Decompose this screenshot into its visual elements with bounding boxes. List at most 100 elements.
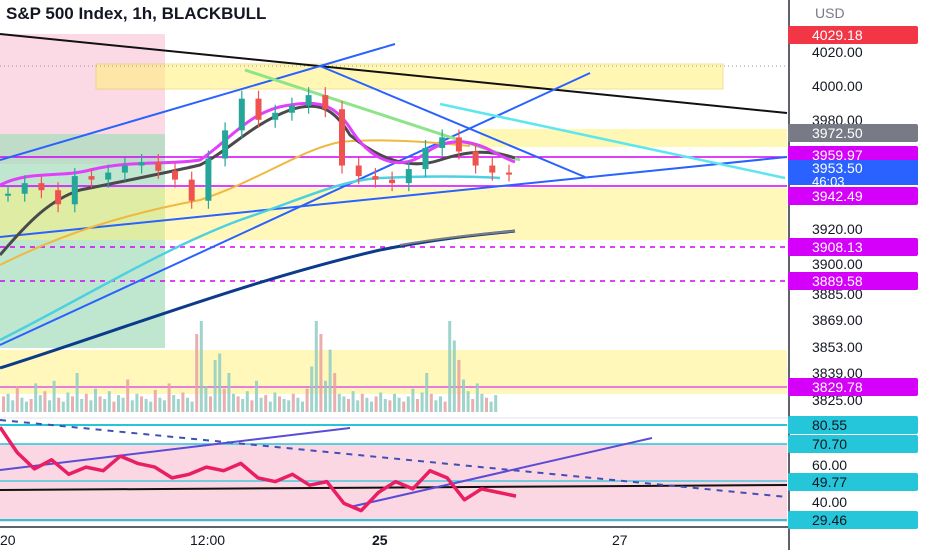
volume-bar — [406, 396, 410, 412]
volume-bar — [342, 396, 346, 412]
osc-badge-upper-bg — [788, 435, 918, 453]
volume-bar — [402, 401, 406, 412]
candle-body — [38, 183, 45, 191]
volume-bar — [443, 401, 447, 412]
candle-body — [238, 98, 245, 131]
volume-bar — [411, 388, 415, 412]
volume-bar — [489, 401, 493, 412]
price-badge-level2: 3942.49 — [812, 188, 863, 204]
ma-gray-line — [399, 230, 516, 246]
time-axis-label: 25 — [372, 532, 388, 548]
volume-bar — [204, 386, 208, 412]
candle-body — [21, 183, 28, 194]
volume-bar — [52, 380, 56, 412]
volume-bar — [112, 401, 116, 412]
zone-yellow-mid — [0, 188, 787, 240]
time-axis-label: 12:00 — [190, 532, 225, 548]
candle-body — [155, 162, 162, 171]
time-axis-label: 27 — [612, 532, 628, 548]
osc-badge-mid: 49.77 — [812, 474, 847, 490]
volume-bar — [374, 396, 378, 412]
volume-bar — [66, 392, 70, 412]
volume-bar — [2, 396, 5, 412]
volume-bar — [43, 391, 47, 412]
volume-bar — [319, 334, 323, 412]
volume-bar — [48, 400, 51, 412]
price-badge-level4-bg — [788, 272, 918, 290]
volume-bar — [273, 392, 277, 412]
osc-badge-top-bg — [788, 416, 918, 434]
zone-teal-overlay — [0, 134, 165, 348]
time-axis-label: 20 — [0, 532, 16, 548]
osc-badge-low-bg — [788, 511, 918, 529]
volume-bar — [245, 391, 249, 412]
volume-bar — [181, 392, 185, 412]
volume-bar — [360, 393, 364, 412]
volume-bar — [117, 395, 120, 412]
volume-bar — [471, 399, 475, 412]
volume-bar — [172, 395, 176, 412]
price-tick-label: 3900.00 — [812, 256, 863, 272]
candle-body — [121, 165, 128, 173]
volume-bar — [126, 379, 130, 412]
volume-bar — [268, 401, 272, 412]
candle-body — [222, 130, 229, 159]
price-badge-resist-bg — [788, 124, 918, 142]
volume-bar — [282, 399, 286, 412]
chart-title: S&P 500 Index, 1h, BLACKBULL — [6, 4, 267, 23]
volume-bar — [475, 383, 479, 412]
volume-bar — [227, 373, 231, 412]
volume-bar — [333, 373, 337, 412]
candle-body — [506, 172, 512, 175]
volume-bar — [347, 399, 350, 412]
oscillator-line — [0, 426, 517, 513]
volume-bar — [61, 401, 65, 412]
price-tick-label: 3853.00 — [812, 339, 863, 355]
volume-bar — [425, 373, 429, 412]
volume-bar — [255, 380, 258, 412]
volume-bar — [130, 400, 134, 412]
ma-magenta-line — [0, 101, 516, 187]
volume-bar — [222, 388, 226, 412]
price-badge-level5-bg — [788, 378, 918, 396]
price-tick-label: 3920.00 — [812, 221, 863, 237]
candlesticks — [5, 87, 512, 213]
price-tick-label: 3839.00 — [812, 365, 863, 381]
volume-bar — [328, 349, 332, 412]
zone-yellow-top — [95, 63, 724, 90]
volume-bar — [163, 400, 166, 412]
volume-bar — [176, 399, 180, 412]
volume-bar — [107, 391, 111, 412]
volume-bar — [190, 401, 194, 412]
volume-bar — [370, 401, 373, 412]
volume-bar — [466, 391, 470, 412]
trendline-cyan — [439, 102, 786, 180]
ma-orange-line — [0, 139, 471, 266]
volume-bar — [480, 393, 484, 412]
price-badge-level3: 3908.13 — [812, 239, 863, 255]
volume-bar — [11, 400, 15, 412]
price-badge-top-bg — [788, 26, 918, 44]
price-tick-label: 4000.00 — [812, 78, 863, 94]
candle-body — [205, 158, 212, 201]
volume-bar — [98, 396, 102, 412]
candle-body — [88, 176, 95, 180]
volume-bar — [232, 393, 235, 412]
volume-bar — [57, 397, 61, 412]
volume-bar — [305, 388, 309, 412]
volume-bar — [103, 399, 107, 412]
volume-bars — [2, 321, 498, 412]
volume-bar — [337, 393, 341, 412]
osc-trendline-lower — [349, 437, 653, 508]
volume-bar — [144, 399, 148, 412]
candle-body — [422, 147, 429, 170]
volume-bar — [149, 401, 153, 412]
zone-green — [0, 134, 165, 348]
candle-body — [138, 162, 145, 166]
volume-bar — [351, 391, 355, 412]
osc-trendline-black — [0, 484, 788, 491]
candle-body — [372, 176, 379, 180]
exchange-label: BLACKBULL — [161, 4, 267, 23]
